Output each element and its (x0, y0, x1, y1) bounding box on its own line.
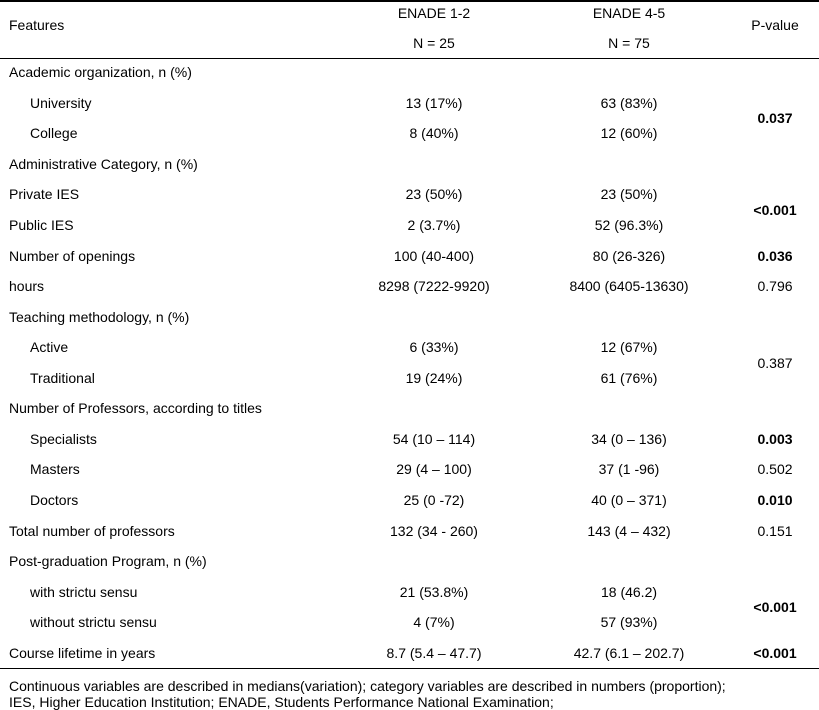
row-label: Traditional (30, 370, 95, 386)
row-col2: 52 (96.3%) (594, 217, 664, 233)
row-col1: 6 (33%) (409, 339, 459, 355)
pvalue-total-professors: 0.151 (757, 523, 793, 539)
row-col1: 23 (50%) (405, 186, 463, 202)
row-label: with strictu sensu (30, 584, 138, 600)
header-col1-name: ENADE 1-2 (397, 5, 471, 21)
row-col1: 100 (40-400) (393, 248, 475, 264)
pvalue-openings: 0.036 (757, 248, 793, 264)
row-label: Number of openings (9, 248, 136, 264)
pvalue-administrative: <0.001 (753, 202, 797, 218)
footnote-line-2: IES, Higher Education Institution; ENADE… (9, 694, 554, 710)
row-col2: 80 (26-326) (592, 248, 666, 264)
row-label: Course lifetime in years (9, 645, 156, 661)
row-label: hours (9, 278, 45, 294)
row-col2: 8400 (6405-13630) (569, 278, 689, 294)
row-col2: 12 (67%) (600, 339, 658, 355)
row-label: Private IES (9, 186, 80, 202)
header-pvalue: P-value (751, 17, 799, 33)
row-col1: 4 (7%) (413, 614, 455, 630)
row-col2: 63 (83%) (600, 95, 658, 111)
row-label: Public IES (9, 217, 74, 233)
row-col1: 8298 (7222-9920) (378, 278, 490, 294)
row-col2: 143 (4 – 432) (587, 523, 671, 539)
row-col1: 19 (24%) (405, 370, 463, 386)
row-col2: 61 (76%) (600, 370, 658, 386)
row-col1: 29 (4 – 100) (396, 461, 472, 477)
row-label: Academic organization, n (%) (9, 64, 192, 80)
row-col1: 13 (17%) (405, 95, 463, 111)
row-label: Administrative Category, n (%) (9, 156, 198, 172)
row-col1: 132 (34 - 260) (390, 523, 478, 539)
table-bottom-rule (0, 668, 819, 669)
row-col2: 23 (50%) (600, 186, 658, 202)
row-label: Total number of professors (9, 523, 175, 539)
row-label: Specialists (30, 431, 97, 447)
row-col2: 57 (93%) (600, 614, 658, 630)
row-label: Active (30, 339, 69, 355)
row-label: Post-graduation Program, n (%) (9, 553, 207, 569)
pvalue-postgrad: <0.001 (753, 599, 797, 615)
header-col2-n: N = 75 (608, 35, 650, 51)
row-col1: 54 (10 – 114) (392, 431, 476, 447)
footnote-line-1: Continuous variables are described in me… (9, 678, 726, 694)
header-col2-name: ENADE 4-5 (592, 5, 666, 21)
row-label: University (30, 95, 92, 111)
row-col2: 12 (60%) (600, 125, 658, 141)
row-col1: 2 (3.7%) (407, 217, 461, 233)
row-col2: 42.7 (6.1 – 202.7) (573, 645, 685, 661)
row-col2: 37 (1 -96) (598, 461, 660, 477)
table-header-rule (0, 58, 819, 59)
header-col1-n: N = 25 (413, 35, 455, 51)
row-col2: 34 (0 – 136) (591, 431, 667, 447)
pvalue-doctors: 0.010 (757, 492, 793, 508)
pvalue-teaching: 0.387 (757, 355, 793, 371)
pvalue-academic: 0.037 (757, 110, 793, 126)
row-col1: 8 (40%) (409, 125, 459, 141)
row-label: Teaching methodology, n (%) (9, 309, 190, 325)
row-col2: 18 (46.2) (600, 584, 658, 600)
row-label: College (30, 125, 78, 141)
row-label: Masters (30, 461, 80, 477)
row-label: Doctors (30, 492, 79, 508)
table-footnote: Continuous variables are described in me… (9, 678, 726, 710)
row-col1: 21 (53.8%) (399, 584, 469, 600)
pvalue-specialists: 0.003 (757, 431, 793, 447)
pvalue-masters: 0.502 (757, 461, 793, 477)
row-label: Number of Professors, according to title… (9, 400, 262, 416)
row-col1: 25 (0 -72) (403, 492, 465, 508)
pvalue-lifetime: <0.001 (753, 645, 797, 661)
header-features: Features (9, 17, 65, 33)
row-col2: 40 (0 – 371) (591, 492, 667, 508)
row-col1: 8.7 (5.4 – 47.7) (386, 645, 482, 661)
row-label: without strictu sensu (30, 614, 157, 630)
table-top-rule (0, 0, 819, 2)
pvalue-hours: 0.796 (757, 278, 793, 294)
